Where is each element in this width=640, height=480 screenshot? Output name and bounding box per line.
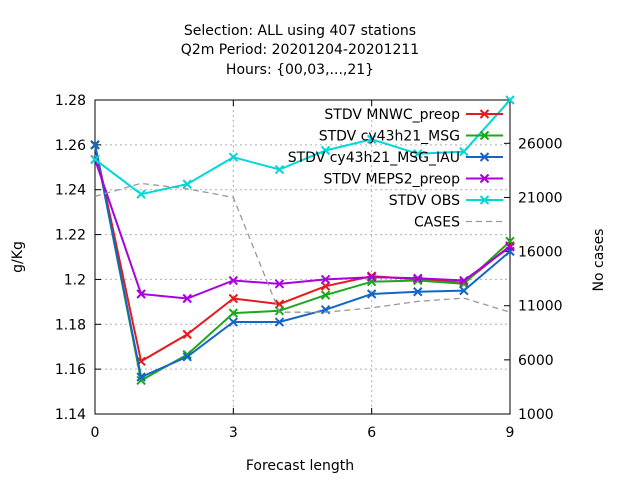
y-tick-label: 1.2 (64, 272, 86, 288)
legend-marker-4 (479, 195, 490, 205)
series-point-2 (228, 317, 239, 327)
series-point-0 (182, 329, 192, 340)
series-point-3 (136, 289, 146, 299)
legend-marker-0 (479, 109, 490, 119)
series-point-3 (459, 275, 469, 286)
grid-layer (95, 100, 510, 414)
legend-label-4: STDV OBS (389, 193, 460, 209)
x-axis-label: Forecast length (246, 458, 354, 474)
series-point-2 (459, 285, 469, 296)
series-point-4 (90, 154, 100, 165)
y-tick-label: 1.22 (55, 228, 86, 244)
y2-tick-label: 26000 (518, 136, 563, 152)
series-point-3 (505, 242, 515, 252)
x-tick-label: 6 (367, 425, 376, 441)
plot-frame (94, 99, 511, 415)
series-point-1 (228, 308, 239, 318)
series-line-5 (94, 182, 511, 313)
legend-marker-1 (479, 130, 490, 141)
y2-tick-label: 6000 (518, 353, 554, 369)
y-tick-label: 1.18 (55, 317, 86, 333)
series-point-4 (413, 149, 423, 159)
legend-marker-2 (479, 152, 490, 162)
chart-title-line-3: Hours: {00,03,...,21} (226, 62, 374, 78)
y2-tick-label: 21000 (518, 190, 563, 206)
series-point-3 (228, 275, 239, 286)
series-point-4 (228, 152, 239, 162)
chart-title-line-1: Selection: ALL using 407 stations (184, 23, 416, 39)
y2-tick-label: 11000 (518, 299, 563, 315)
legend-label-3: STDV MEPS2_preop (323, 172, 460, 188)
x-tick-label: 9 (506, 425, 515, 441)
legend-marker-3 (479, 173, 490, 184)
series-point-3 (320, 274, 331, 285)
series-point-2 (136, 372, 146, 382)
series-point-4 (320, 145, 331, 156)
series-point-2 (366, 289, 377, 299)
series-point-2 (182, 352, 192, 362)
y-tick-label: 1.16 (55, 362, 86, 378)
series-point-3 (274, 279, 285, 289)
legend-label-1: STDV cy43h21_MSG (319, 129, 460, 145)
x-tick-label: 0 (91, 425, 100, 441)
series-point-1 (320, 290, 331, 300)
y-axis-label: g/Kg (10, 241, 26, 273)
series-point-4 (136, 189, 146, 199)
series-point-3 (366, 272, 377, 282)
y2-tick-label: 16000 (518, 245, 563, 261)
chart-title-line-2: Q2m Period: 20201204-20201211 (181, 42, 419, 58)
legend-label-0: STDV MNWC_preop (324, 107, 460, 123)
legend-label-2: STDV cy43h21_MSG_IAU (288, 150, 460, 166)
y2-tick-label: 1000 (518, 407, 554, 423)
legend: STDV MNWC_preop STDV cy43h21_MSG STDV cy43… (288, 107, 503, 231)
series-point-1 (136, 375, 146, 386)
series-line-2 (94, 144, 511, 379)
series-layer (90, 95, 515, 386)
series-point-4 (459, 146, 469, 157)
series-point-4 (182, 179, 192, 189)
series-point-3 (182, 293, 192, 304)
y-tick-label: 1.24 (55, 183, 86, 199)
series-point-2 (413, 287, 423, 297)
y-tick-label: 1.14 (55, 407, 86, 423)
x-tick-label: 3 (229, 425, 238, 441)
y-tick-label: 1.28 (55, 93, 86, 109)
series-point-3 (413, 273, 423, 284)
series-point-4 (274, 164, 285, 175)
ticks-layer: 0 3 6 9 1.14 1.16 1.18 1.2 1.22 1.24 1.26 1.28 1000 6… (55, 93, 563, 441)
series-line-4 (94, 99, 511, 196)
series-point-4 (505, 95, 515, 105)
series-line-3 (94, 159, 511, 300)
y2-axis-label: No cases (591, 229, 607, 292)
legend-label-5: CASES (414, 215, 460, 231)
y-tick-label: 1.26 (55, 138, 86, 154)
series-point-4 (366, 134, 377, 144)
series-line-0 (94, 144, 511, 363)
series-point-2 (90, 140, 100, 150)
series-point-2 (274, 317, 285, 327)
series-point-0 (228, 293, 239, 304)
